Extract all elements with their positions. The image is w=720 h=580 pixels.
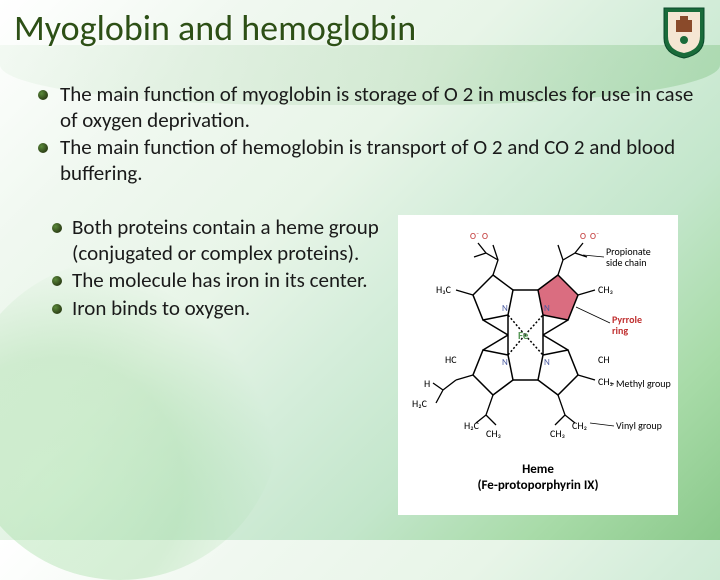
heme-subtitle: (Fe-protoporphyrin IX) xyxy=(477,478,598,493)
top-bullet-list: The main function of myoglobin is storag… xyxy=(34,82,700,186)
ch3-label-4: CH₃ xyxy=(550,427,565,440)
h2c-label-1: H₂C xyxy=(412,397,428,410)
n-label-2: N xyxy=(544,303,550,314)
vinyl-label: Vinyl group xyxy=(616,419,662,432)
bullet-myoglobin-function: The main function of myoglobin is storag… xyxy=(34,82,700,133)
o-label: O xyxy=(482,231,488,242)
lower-text-column: Both proteins contain a heme group (conj… xyxy=(48,215,388,515)
h3c-label-1: H₃C xyxy=(436,283,452,296)
n-label-1: N xyxy=(502,303,508,314)
n-label-3: N xyxy=(502,357,508,368)
o-label-2: O xyxy=(580,231,586,242)
bottom-bullet-list: Both proteins contain a heme group (conj… xyxy=(48,215,388,321)
bullet-iron-center: The molecule has iron in its center. xyxy=(48,268,388,294)
ch3-label-3: CH₃ xyxy=(486,427,501,440)
o-minus-label: O⁻ xyxy=(470,231,479,242)
ch-label: CH xyxy=(598,353,610,366)
bullet-iron-oxygen: Iron binds to oxygen. xyxy=(48,296,388,322)
hc-label: HC xyxy=(445,353,457,366)
heme-title: Heme xyxy=(522,462,554,477)
ch3-label-1: CH₃ xyxy=(598,283,613,296)
slide-title: Myoglobin and hemoglobin xyxy=(14,6,416,50)
methyl-label: Methyl group xyxy=(616,377,671,390)
heme-structure-diagram: O⁻ O O O⁻ xyxy=(398,215,678,515)
bullet-heme-group: Both proteins contain a heme group (conj… xyxy=(48,215,388,266)
content-area: The main function of myoglobin is storag… xyxy=(34,82,700,188)
o-minus-label-2: O⁻ xyxy=(590,231,599,242)
university-logo xyxy=(662,6,706,60)
pyrrole-label: Pyrrole ring xyxy=(612,313,644,337)
h2c-label-2: H₂C xyxy=(464,419,480,432)
n-label-4: N xyxy=(544,357,550,368)
ch2-label: CH₂ xyxy=(572,419,587,432)
lower-section: Both proteins contain a heme group (conj… xyxy=(48,215,700,515)
h-label: H xyxy=(424,377,430,390)
bullet-hemoglobin-function: The main function of hemoglobin is trans… xyxy=(34,135,700,186)
fe-label: Fe xyxy=(518,329,529,342)
propionate-label: Propionate side chain xyxy=(606,245,653,269)
ch3-label-2: CH₃ xyxy=(598,375,613,388)
